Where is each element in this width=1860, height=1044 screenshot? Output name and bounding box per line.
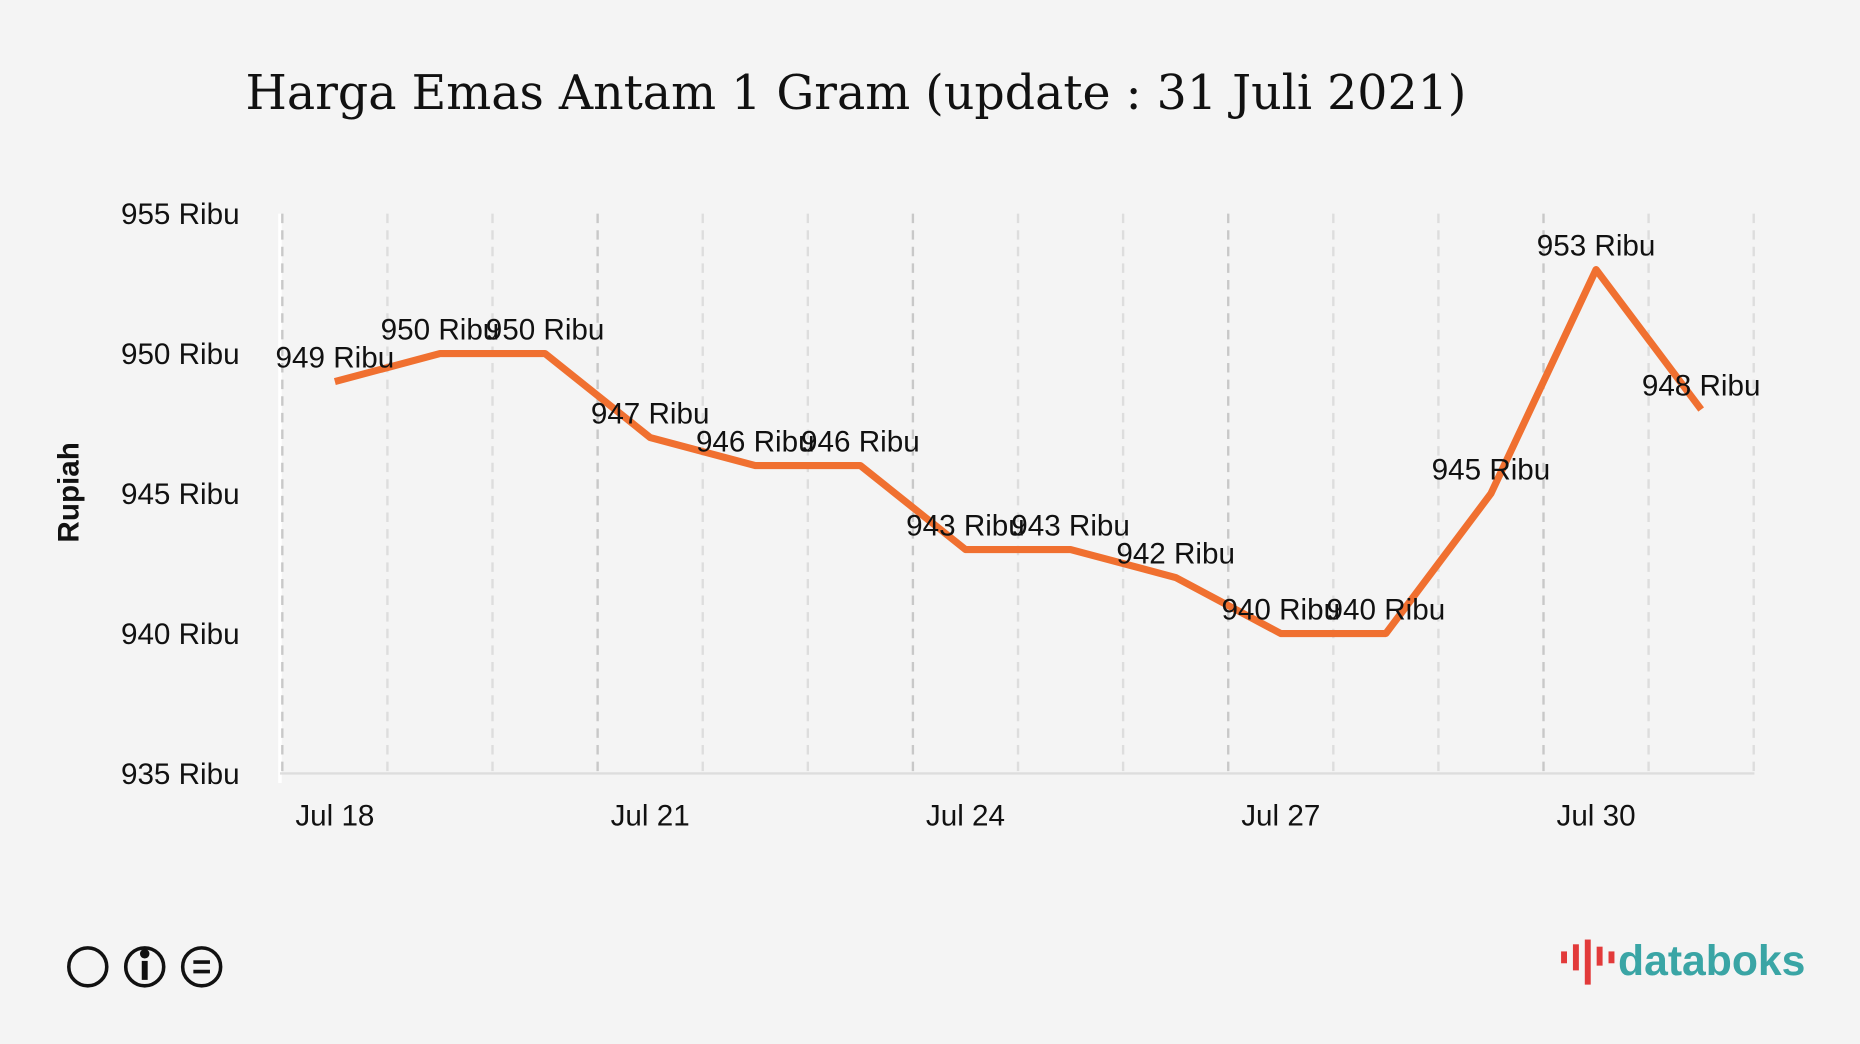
y-axis-title: Rupiah xyxy=(52,442,85,542)
data-label: 940 Ribu xyxy=(1221,593,1340,626)
data-label: 953 Ribu xyxy=(1537,229,1656,262)
x-tick-label: Jul 21 xyxy=(611,800,690,833)
x-tick-label: Jul 27 xyxy=(1241,800,1320,833)
data-label: 950 Ribu xyxy=(486,313,605,346)
chart-title: Harga Emas Antam 1 Gram (update : 31 Jul… xyxy=(246,66,1467,121)
data-label: 940 Ribu xyxy=(1327,593,1446,626)
y-tick-label: 945 Ribu xyxy=(121,478,240,511)
brand: databoks xyxy=(1618,937,1805,985)
x-tick-label: Jul 30 xyxy=(1557,800,1636,833)
data-label: 943 Ribu xyxy=(1011,509,1130,542)
data-label: 942 Ribu xyxy=(1116,537,1235,570)
x-tick-label: Jul 24 xyxy=(926,800,1005,833)
data-label: 946 Ribu xyxy=(801,425,920,458)
data-label: 945 Ribu xyxy=(1432,453,1551,486)
y-tick-label: 950 Ribu xyxy=(121,338,240,371)
data-label: 943 Ribu xyxy=(906,509,1025,542)
y-tick-label: 940 Ribu xyxy=(121,618,240,651)
y-tick-label: 935 Ribu xyxy=(121,758,240,791)
brand-logo xyxy=(1561,939,1615,985)
data-label: 947 Ribu xyxy=(591,397,710,430)
data-label: 949 Ribu xyxy=(276,341,395,374)
y-tick-label: 955 Ribu xyxy=(121,198,240,231)
data-label: 946 Ribu xyxy=(696,425,815,458)
data-line xyxy=(333,266,1705,638)
data-label: 950 Ribu xyxy=(381,313,500,346)
data-label: 948 Ribu xyxy=(1642,369,1761,402)
cc-icons xyxy=(67,946,223,988)
x-tick-label: Jul 18 xyxy=(295,800,374,833)
